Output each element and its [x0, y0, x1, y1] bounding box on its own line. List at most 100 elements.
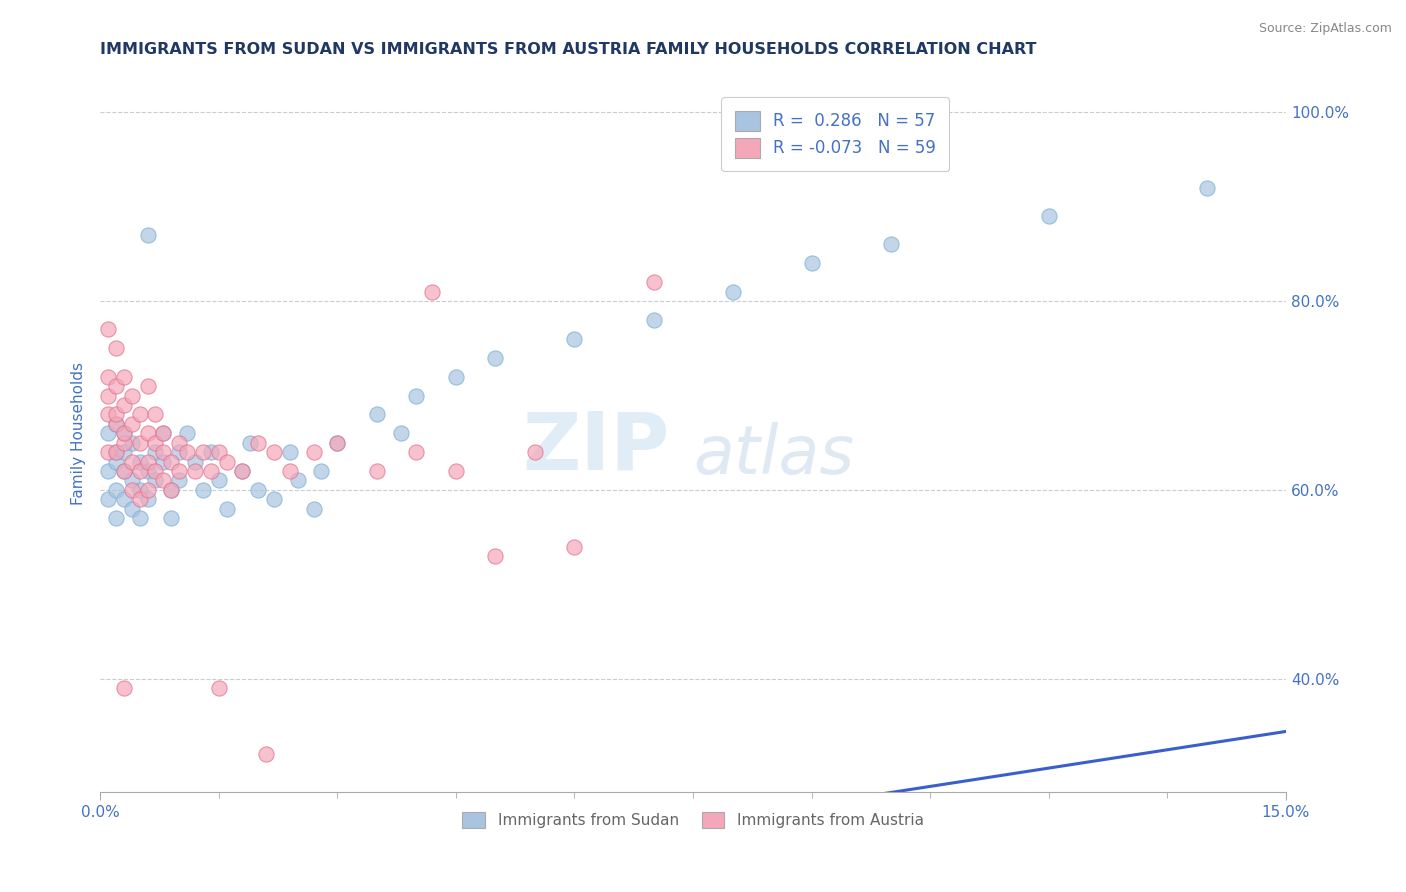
- Point: [444, 369, 467, 384]
- Point: [104, 445, 127, 459]
- Point: [231, 464, 253, 478]
- Point: [97, 408, 120, 422]
- Point: [121, 454, 143, 468]
- Point: [136, 492, 159, 507]
- Point: [160, 511, 183, 525]
- Point: [136, 454, 159, 468]
- Point: [145, 408, 167, 422]
- Point: [167, 474, 190, 488]
- Point: [167, 435, 190, 450]
- Point: [121, 501, 143, 516]
- Point: [643, 275, 665, 289]
- Point: [152, 426, 174, 441]
- Point: [167, 464, 190, 478]
- Point: [405, 445, 427, 459]
- Point: [121, 435, 143, 450]
- Point: [97, 369, 120, 384]
- Point: [200, 445, 222, 459]
- Point: [104, 511, 127, 525]
- Point: [97, 322, 120, 336]
- Point: [302, 501, 325, 516]
- Point: [191, 483, 214, 497]
- Point: [184, 464, 207, 478]
- Point: [112, 426, 135, 441]
- Point: [239, 435, 262, 450]
- Point: [136, 426, 159, 441]
- Point: [136, 379, 159, 393]
- Point: [254, 747, 277, 762]
- Point: [208, 445, 231, 459]
- Point: [564, 332, 586, 346]
- Point: [152, 474, 174, 488]
- Point: [136, 483, 159, 497]
- Point: [176, 445, 198, 459]
- Point: [145, 435, 167, 450]
- Point: [184, 454, 207, 468]
- Point: [800, 256, 823, 270]
- Point: [112, 464, 135, 478]
- Point: [128, 435, 150, 450]
- Point: [128, 492, 150, 507]
- Point: [405, 388, 427, 402]
- Point: [200, 464, 222, 478]
- Point: [112, 369, 135, 384]
- Point: [136, 464, 159, 478]
- Point: [128, 483, 150, 497]
- Point: [167, 445, 190, 459]
- Point: [128, 408, 150, 422]
- Point: [263, 445, 285, 459]
- Point: [121, 388, 143, 402]
- Point: [104, 341, 127, 355]
- Point: [104, 408, 127, 422]
- Point: [484, 549, 506, 563]
- Text: ZIP: ZIP: [522, 409, 669, 487]
- Point: [97, 426, 120, 441]
- Point: [278, 464, 301, 478]
- Point: [128, 511, 150, 525]
- Point: [366, 408, 388, 422]
- Point: [104, 483, 127, 497]
- Point: [215, 501, 238, 516]
- Point: [104, 417, 127, 431]
- Point: [104, 417, 127, 431]
- Point: [879, 237, 901, 252]
- Point: [523, 445, 546, 459]
- Y-axis label: Family Households: Family Households: [72, 362, 86, 505]
- Point: [326, 435, 349, 450]
- Point: [152, 454, 174, 468]
- Point: [326, 435, 349, 450]
- Point: [278, 445, 301, 459]
- Point: [208, 681, 231, 695]
- Point: [97, 388, 120, 402]
- Point: [160, 483, 183, 497]
- Point: [484, 351, 506, 365]
- Point: [97, 445, 120, 459]
- Point: [152, 426, 174, 441]
- Point: [145, 445, 167, 459]
- Point: [112, 426, 135, 441]
- Point: [112, 492, 135, 507]
- Point: [121, 483, 143, 497]
- Point: [112, 464, 135, 478]
- Point: [208, 474, 231, 488]
- Point: [97, 492, 120, 507]
- Point: [287, 474, 309, 488]
- Point: [112, 445, 135, 459]
- Text: IMMIGRANTS FROM SUDAN VS IMMIGRANTS FROM AUSTRIA FAMILY HOUSEHOLDS CORRELATION C: IMMIGRANTS FROM SUDAN VS IMMIGRANTS FROM…: [100, 42, 1036, 57]
- Text: atlas: atlas: [693, 422, 855, 488]
- Point: [176, 426, 198, 441]
- Point: [128, 464, 150, 478]
- Point: [121, 417, 143, 431]
- Point: [247, 483, 270, 497]
- Point: [136, 228, 159, 243]
- Point: [1195, 181, 1218, 195]
- Point: [121, 474, 143, 488]
- Point: [420, 285, 443, 299]
- Point: [112, 681, 135, 695]
- Point: [112, 435, 135, 450]
- Point: [263, 492, 285, 507]
- Point: [215, 454, 238, 468]
- Point: [160, 483, 183, 497]
- Point: [145, 474, 167, 488]
- Point: [104, 379, 127, 393]
